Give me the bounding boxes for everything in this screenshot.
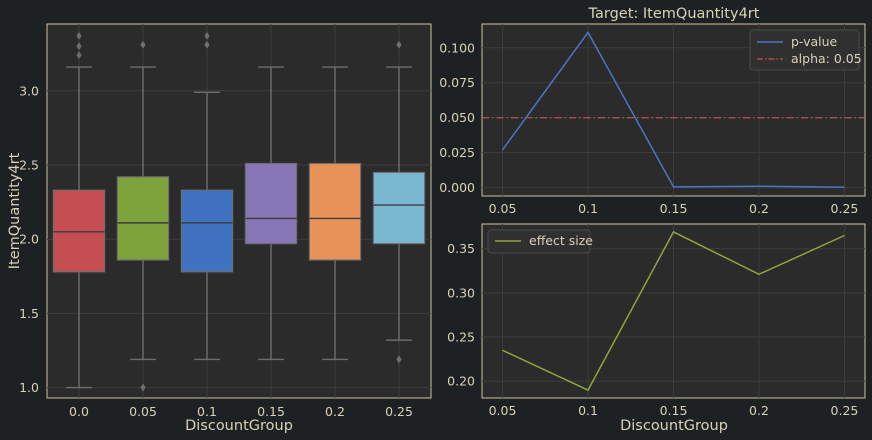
box-body (308, 162, 362, 261)
boxplot-xtick-label: 0.2 (325, 404, 345, 419)
pvalue-ytick-label: 0.050 (439, 110, 475, 125)
outlier-point (396, 40, 402, 49)
pvalue-xtick-label: 0.25 (831, 201, 859, 216)
boxplot-ytick-label: 2.5 (19, 157, 39, 172)
legend-label-pvalue: p-value (791, 34, 838, 49)
pvalue-series-line (501, 31, 845, 188)
boxplot-ytick-label: 2.0 (19, 232, 39, 247)
pvalue-panel: Target: ItemQuantity4rt 0.0000.0250.0500… (439, 6, 866, 216)
legend-label-alpha: alpha: 0.05 (791, 51, 862, 66)
pvalue-xtick-label: 0.2 (749, 201, 769, 216)
pvalue-xtick-label: 0.15 (660, 201, 688, 216)
pvalue-legend-box (749, 29, 860, 71)
pvalue-grid (482, 24, 865, 196)
effect-xtick-label: 0.05 (489, 403, 517, 418)
box-body (52, 189, 106, 273)
effect-series-line (502, 230, 845, 392)
boxplot-xtick-label: 0.15 (257, 404, 285, 419)
boxplot-xtick-label: 0.05 (129, 404, 157, 419)
boxplot-ytick-label: 1.5 (19, 306, 39, 321)
boxplot-xlabel: DiscountGroup (185, 418, 293, 434)
effect-legend: effect size (487, 229, 593, 254)
outlier-point (76, 42, 82, 51)
effect-ytick-label: 0.30 (447, 285, 475, 300)
boxplot-xtick-label: 0.25 (385, 404, 413, 419)
effect-xtick-label: 0.15 (660, 403, 688, 418)
boxplot-panel: 1.0 1.5 2.0 2.5 3.0 0.0 0.05 0.1 0.15 0.2 0.25 Dis… (7, 23, 432, 434)
boxplot-ticks: 1.0 1.5 2.0 2.5 3.0 0.0 0.05 0.1 0.15 0.2 0.25 (19, 83, 413, 419)
pvalue-title: Target: ItemQuantity4rt (588, 6, 760, 22)
boxplot-ytick-label: 3.0 (19, 83, 39, 98)
effect-ytick-label: 0.20 (447, 374, 475, 389)
pvalue-ytick-label: 0.100 (439, 40, 475, 55)
effect-panel: 0.20 0.25 0.30 0.35 0.05 0.1 0.15 0.2 0.25 effec… (447, 223, 866, 434)
outlier-point (76, 31, 82, 40)
boxplot-ytick-label: 1.0 (19, 380, 39, 395)
box-body (116, 176, 170, 261)
outlier-point (204, 31, 210, 40)
outlier-point (76, 51, 82, 60)
pvalue-lines (482, 31, 865, 188)
pvalue-ytick-label: 0.025 (439, 145, 475, 160)
outlier-point (140, 40, 146, 49)
pvalue-ticks: 0.000 0.025 0.050 0.075 0.100 0.05 0.1 0.15 0.2 0… (439, 40, 858, 216)
effect-xtick-label: 0.25 (831, 403, 859, 418)
pvalue-xtick-label: 0.05 (489, 201, 517, 216)
box-body (372, 171, 426, 245)
boxplot-xtick-label: 0.0 (69, 404, 89, 419)
box-body (244, 162, 298, 245)
pvalue-xtick-label: 0.1 (578, 201, 598, 216)
effect-xlabel: DiscountGroup (620, 418, 728, 434)
pvalue-ytick-label: 0.075 (439, 75, 475, 90)
effect-legend-box (487, 229, 591, 254)
pvalue-legend: p-value alpha: 0.05 (749, 29, 862, 71)
effect-ticks: 0.20 0.25 0.30 0.35 0.05 0.1 0.15 0.2 0.25 (447, 241, 858, 418)
boxplot-boxes (52, 31, 426, 392)
boxplot-frame (46, 23, 432, 399)
effect-ytick-label: 0.35 (447, 241, 475, 256)
boxplot-xtick-label: 0.1 (197, 404, 217, 419)
effect-ytick-label: 0.25 (447, 330, 475, 345)
outlier-point (204, 40, 210, 49)
effect-xtick-label: 0.1 (578, 403, 598, 418)
boxplot-ylabel: ItemQuantity4rt (7, 152, 23, 269)
effect-lines (502, 230, 845, 392)
effect-xtick-label: 0.2 (749, 403, 769, 418)
pvalue-ytick-label: 0.000 (439, 180, 475, 195)
legend-label-effect: effect size (529, 233, 593, 248)
outlier-point (140, 383, 146, 392)
outlier-point (396, 355, 402, 364)
box-body (180, 189, 234, 273)
